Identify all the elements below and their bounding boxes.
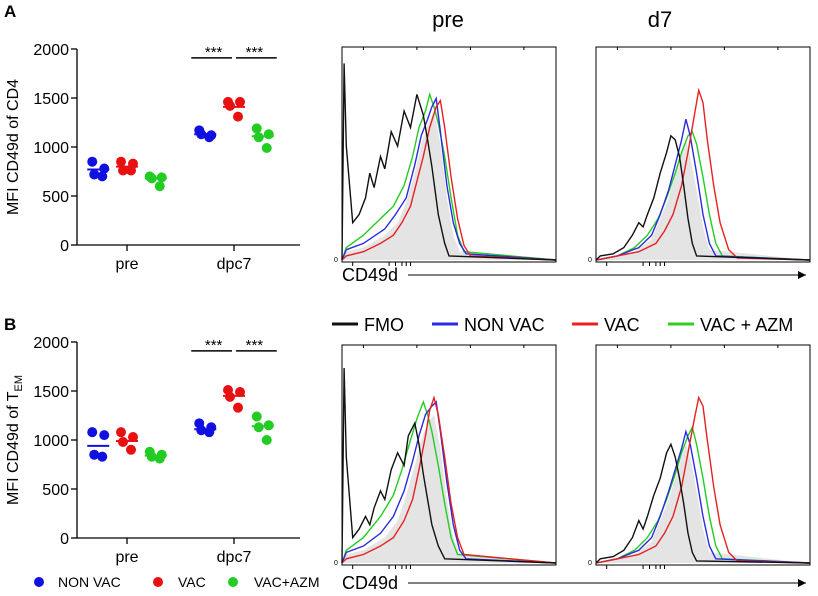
histogram-a-pre: 0 [334,46,557,266]
dotplot-point-vac [118,165,128,176]
histogram-curve-vac [595,87,811,261]
histogram-curve-azm [595,130,811,261]
histogram-curve-azm [595,425,811,564]
significance-label: *** [246,337,264,354]
dotplot-point-nonvac [99,430,110,441]
dotplot-y-tick-label: 1000 [33,433,69,450]
dotplot-point-nonvac [97,171,108,182]
dotplot-point-azm [261,142,272,153]
legend-fmo-label: FMO [364,315,404,335]
histogram-curve-nonvac [595,429,811,564]
significance-label: *** [246,44,264,61]
legend-azm-label: VAC + AZM [700,315,793,335]
legend-nonvac-label: NON VAC [464,315,545,335]
dotplot-point-nonvac [87,156,98,167]
dot-legend-vac-label: VAC [178,574,206,590]
histogram-curve-fmo [595,134,811,261]
histogram-frame [595,46,811,263]
hist-col-pre-title: pre [432,7,464,32]
dot-legend-nonvac-label: NON VAC [58,574,121,590]
dotplot-point-vac [126,444,136,455]
panel-a-label: A [4,2,16,21]
dotplot-point-azm [154,181,165,192]
histogram-curve-fmo [595,442,811,564]
dotplot-b-ylabel: MFI CD49d of TEM [5,375,25,505]
dotplot-y-tick-label: 2000 [33,42,69,59]
histogram-curve-azm [341,399,557,564]
histogram-a-d7: 0 [588,46,811,266]
dotplot-y-tick-label: 1000 [33,140,69,157]
panel-b-label: B [4,315,16,334]
dotplot-a: MFI CD49d of CD4 [5,79,22,215]
dotplot-point-vac [235,96,245,107]
dotplot-point-nonvac [97,451,108,462]
dotplot-point-vac [233,111,243,122]
histogram-zero-label: 0 [334,257,338,264]
dotplot-x-tick-label: pre [115,256,138,273]
dotplot-y-tick-label: 0 [60,238,69,255]
histogram-frame [595,344,811,566]
dotplot-a-marks: 0 500 1000 1500 2000 pre dpc7 *** *** [33,42,300,273]
histogram-zero-label: 0 [588,560,592,567]
dotplot-y-tick-label: 0 [60,531,69,548]
hist-a-xlabel: CD49d [342,265,398,285]
hist-legend: FMO NON VAC VAC VAC + AZM [332,315,793,335]
dotplot-y-tick-label: 1500 [33,91,69,108]
histogram-sample-fill [596,444,810,563]
dotplot-b: MFI CD49d of TEM [5,375,25,505]
legend-vac-label: VAC [604,315,640,335]
dotplot-point-vac [235,386,245,397]
significance-label: *** [205,337,223,354]
dotplot-point-azm [261,435,272,445]
histogram-sample-fill [596,139,810,260]
dot-legend-azm-marker [228,577,238,587]
histogram-b-pre: 0 [334,344,557,569]
dotplot-point-azm [251,411,262,422]
dotplot-point-nonvac [89,169,100,180]
histogram-curve-vac [341,98,557,261]
dotplot-y-tick-label: 500 [42,482,69,499]
hist-col-d7-title: d7 [648,7,672,32]
dotplot-b-marks: 0 500 1000 1500 2000 pre dpc7 *** *** [33,335,300,566]
dotplot-y-tick-label: 2000 [33,335,69,352]
dotplot-point-vac [126,165,136,176]
histogram-curve-azm [341,91,557,261]
dot-legend-nonvac-marker [34,577,44,587]
dotplot-point-azm [263,129,274,140]
dot-legend-vac-marker [153,577,163,587]
histogram-sample-fill [342,414,556,563]
histogram-curve-nonvac [341,400,557,564]
histogram-curve-nonvac [595,119,811,261]
dotplot-point-vac [233,402,243,413]
dotplot-point-nonvac [89,449,100,460]
dotplot-x-tick-label: pre [115,549,138,566]
dotplot-y-tick-label: 1500 [33,384,69,401]
histogram-curve-fmo [341,367,557,564]
histogram-curve-vac [595,395,811,564]
significance-label: *** [205,44,223,61]
dotplot-point-vac [116,156,126,167]
dotplot-y-tick-label: 500 [42,189,69,206]
histogram-curve-fmo [341,63,557,261]
hist-a-xarrow-head [798,271,806,279]
histogram-zero-label: 0 [588,257,592,264]
hist-b-xlabel: CD49d [342,573,398,593]
dotplot-point-azm [251,123,262,134]
dotplot-a-ylabel: MFI CD49d of CD4 [5,79,22,215]
histogram-sample-fill [342,111,556,260]
histogram-curve-nonvac [341,96,557,261]
dotplot-x-tick-label: dpc7 [217,549,252,566]
dot-legend-azm-label: VAC+AZM [254,574,319,590]
histogram-curve-vac [341,395,557,564]
dotplot-x-tick-label: dpc7 [217,256,252,273]
histogram-zero-label: 0 [334,560,338,567]
dotplot-point-vac [116,427,126,438]
dotplot-point-nonvac [87,427,98,438]
dotplot-point-vac [128,432,138,443]
histogram-b-d7: 0 [588,344,811,569]
dot-legend: NON VAC VAC VAC+AZM [34,574,319,590]
hist-b-xarrow-head [798,579,806,587]
